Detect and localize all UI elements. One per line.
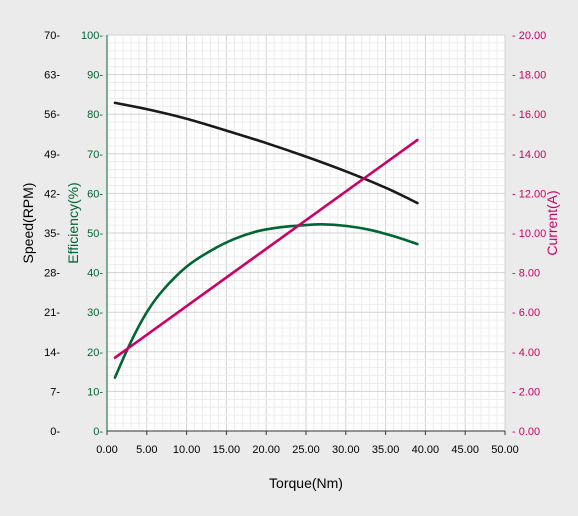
x-tick-label: 45.00 — [451, 444, 479, 456]
speed-tick-label: 70- — [44, 30, 60, 42]
current-tick-label: - 12.00 — [512, 188, 546, 200]
current-tick-label: - 14.00 — [512, 149, 546, 161]
grid-lines — [106, 34, 506, 432]
current-tick-label: - 8.00 — [512, 268, 540, 280]
speed-tick-label: 42- — [44, 188, 60, 200]
speed-tick-label: 63- — [44, 70, 60, 82]
x-tick-label: 40.00 — [412, 444, 440, 456]
current-tick-label: - 18.00 — [512, 70, 546, 82]
x-tick-label: 50.00 — [491, 444, 519, 456]
speed-tick-label: 0- — [50, 426, 60, 438]
speed-tick-label: 28- — [44, 268, 60, 280]
x-tick-label: 0.00 — [96, 444, 117, 456]
efficiency-tick-label: 20- — [87, 347, 103, 359]
x-tick-label: 15.00 — [213, 444, 241, 456]
efficiency-tick-label: 50- — [87, 228, 103, 240]
efficiency-tick-label: 60- — [87, 188, 103, 200]
series-lines — [113, 101, 419, 379]
current-axis-title: Current(A) — [544, 190, 560, 255]
efficiency-tick-label: 40- — [87, 268, 103, 280]
efficiency-tick-label: 90- — [87, 70, 103, 82]
x-tick-label: 10.00 — [173, 444, 201, 456]
efficiency-tick-label: 10- — [87, 386, 103, 398]
speed-tick-label: 35- — [44, 228, 60, 240]
current-tick-label: - 0.00 — [512, 426, 540, 438]
speed-tick-label: 56- — [44, 109, 60, 121]
x-tick-label: 30.00 — [332, 444, 360, 456]
current-tick-label: - 20.00 — [512, 30, 546, 42]
efficiency-axis-title: Efficiency(%) — [65, 182, 81, 263]
efficiency-tick-label: 30- — [87, 307, 103, 319]
speed-tick-label: 21- — [44, 307, 60, 319]
x-tick-label: 25.00 — [292, 444, 320, 456]
efficiency-tick-label: 70- — [87, 149, 103, 161]
current-series-line — [113, 138, 419, 360]
axes — [106, 35, 506, 435]
speed-tick-label: 14- — [44, 347, 60, 359]
x-tick-label: 20.00 — [252, 444, 280, 456]
speed-tick-label: 49- — [44, 149, 60, 161]
current-tick-label: - 10.00 — [512, 228, 546, 240]
efficiency-series-line — [113, 222, 419, 379]
x-tick-label: 35.00 — [372, 444, 400, 456]
efficiency-tick-label: 80- — [87, 109, 103, 121]
efficiency-tick-label: 0- — [93, 426, 103, 438]
current-tick-label: - 4.00 — [512, 347, 540, 359]
x-tick-label: 5.00 — [136, 444, 157, 456]
current-tick-label: - 16.00 — [512, 109, 546, 121]
speed-tick-label: 7- — [50, 386, 60, 398]
speed-series-line — [113, 101, 419, 205]
speed-axis-title: Speed(RPM) — [20, 183, 36, 264]
efficiency-tick-label: 100- — [81, 30, 103, 42]
current-tick-label: - 2.00 — [512, 386, 540, 398]
current-tick-label: - 6.00 — [512, 307, 540, 319]
x-axis-title: Torque(Nm) — [269, 475, 343, 491]
tick-labels: 0.00 5.00 10.00 15.00 20.00 25.00 30.00 35.00 40… — [44, 30, 546, 456]
